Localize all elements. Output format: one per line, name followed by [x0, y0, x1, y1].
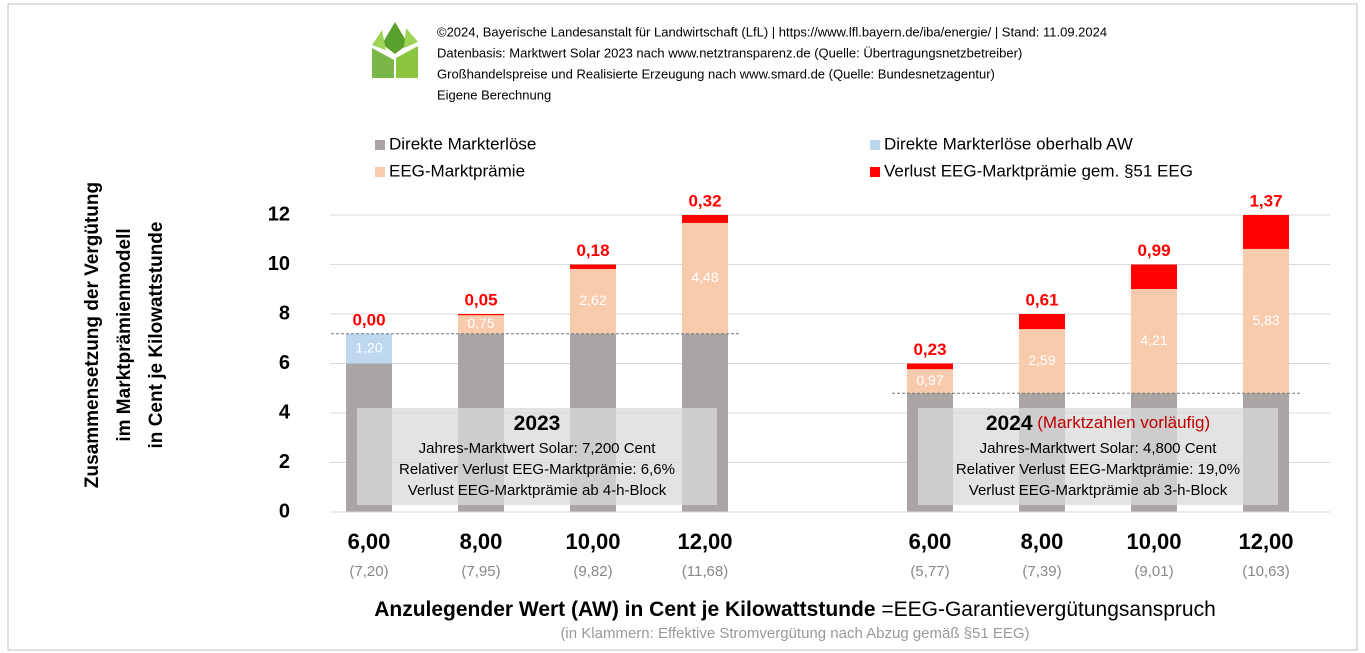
legend-label: Direkte Markterlöse: [389, 134, 536, 153]
header-line: Datenbasis: Marktwert Solar 2023 nach ww…: [437, 45, 1022, 60]
bar-segment: [682, 222, 728, 334]
bar-segment: [1019, 329, 1065, 394]
header-line: Eigene Berechnung: [437, 87, 551, 102]
group-year: 2024: [986, 412, 1033, 435]
group-info: Relativer Verlust EEG-Marktprämie: 19,0%: [956, 461, 1240, 478]
group-note: (Marktzahlen vorläufig): [1033, 413, 1211, 432]
group-info: Relativer Verlust EEG-Marktprämie: 6,6%: [399, 461, 675, 478]
bar-segment: [1243, 215, 1289, 249]
group-title: 2023: [514, 412, 561, 435]
y-tick-label: 8: [279, 302, 290, 324]
header-line: Großhandelspreise und Realisierte Erzeug…: [437, 66, 995, 81]
value-label: 0,61: [1025, 290, 1058, 309]
x-axis-title: Anzulegender Wert (AW) in Cent je Kilowa…: [374, 598, 875, 621]
legend-swatch: [870, 167, 880, 177]
bar-segment: [1019, 314, 1065, 330]
x-sublabel: (9,82): [573, 563, 612, 580]
x-tick-label: 10,00: [565, 529, 620, 554]
legend-label: Verlust EEG-Marktprämie gem. §51 EEG: [884, 161, 1193, 180]
value-label: 2,62: [579, 292, 606, 308]
x-sublabel: (10,63): [1242, 563, 1290, 580]
bar-segment: [1243, 248, 1289, 394]
value-label: 1,37: [1249, 191, 1282, 210]
y-axis-label: Zusammensetzung der Vergütung: [82, 182, 103, 488]
value-label: 0,32: [688, 191, 721, 210]
legend-swatch: [375, 140, 385, 150]
logo: [372, 22, 418, 78]
legend-swatch: [375, 167, 385, 177]
bar-segment: [458, 314, 504, 316]
bar-segment: [907, 363, 953, 370]
x-axis-suffix: =EEG-Garantievergütungsanspruch: [876, 598, 1216, 621]
y-tick-label: 10: [268, 253, 290, 275]
x-sublabel: (7,95): [461, 563, 500, 580]
value-label: 0,97: [916, 372, 943, 388]
annotation-box: [357, 408, 717, 505]
legend-label: Direkte Markterlöse oberhalb AW: [884, 134, 1133, 153]
x-sublabel: (11,68): [682, 563, 728, 580]
y-tick-label: 0: [279, 500, 290, 522]
x-tick-label: 8,00: [460, 529, 503, 554]
value-label: 0,75: [467, 315, 494, 331]
value-label: 5,83: [1252, 312, 1279, 328]
annotation-box: [918, 408, 1278, 505]
value-label: 1,20: [355, 339, 382, 355]
x-sublabel: (5,77): [910, 563, 949, 580]
group-title: 2024 (Marktzahlen vorläufig): [986, 412, 1210, 435]
value-label: 0,23: [913, 340, 946, 359]
x-tick-label: 8,00: [1021, 529, 1064, 554]
value-label: 4,48: [691, 269, 718, 285]
legend-swatch: [870, 140, 880, 150]
x-tick-label: 12,00: [1238, 529, 1293, 554]
x-tick-label: 6,00: [348, 529, 391, 554]
header-line: ©2024, Bayerische Landesanstalt für Land…: [437, 24, 1107, 39]
value-label: 0,18: [576, 241, 609, 260]
y-axis-label: im Marktprämienmodell: [114, 228, 135, 441]
value-label: 4,21: [1140, 332, 1167, 348]
x-axis-label: Anzulegender Wert (AW) in Cent je Kilowa…: [374, 598, 1216, 621]
bar-segment: [1131, 289, 1177, 394]
value-label: 2,59: [1028, 352, 1055, 368]
group-info: Verlust EEG-Marktprämie ab 4-h-Block: [408, 482, 667, 499]
bar-segment: [346, 333, 392, 364]
group-info: Jahres-Marktwert Solar: 7,200 Cent: [419, 440, 657, 457]
x-sublabel: (9,01): [1134, 563, 1173, 580]
y-axis-label: in Cent je Kilowattstunde: [146, 222, 167, 449]
group-info: Verlust EEG-Marktprämie ab 3-h-Block: [969, 482, 1228, 499]
bar-segment: [458, 315, 504, 334]
legend-label: EEG-Marktprämie: [389, 161, 525, 180]
x-tick-label: 10,00: [1126, 529, 1181, 554]
value-label: 0,99: [1137, 241, 1170, 260]
group-year: 2023: [514, 412, 561, 435]
y-tick-label: 2: [279, 451, 290, 473]
bar-segment: [570, 268, 616, 334]
x-tick-label: 12,00: [677, 529, 732, 554]
x-tick-label: 6,00: [909, 529, 952, 554]
y-tick-label: 12: [268, 203, 290, 225]
y-tick-label: 6: [279, 352, 290, 374]
bar-segment: [907, 369, 953, 394]
value-label: 0,00: [352, 310, 385, 329]
value-label: 0,05: [464, 290, 497, 309]
group-info: Jahres-Marktwert Solar: 4,800 Cent: [980, 440, 1218, 457]
bar-segment: [682, 215, 728, 223]
x-sublabel: (7,39): [1022, 563, 1061, 580]
bar-segment: [1131, 264, 1177, 290]
footnote: (in Klammern: Effektive Stromvergütung n…: [560, 625, 1029, 642]
y-tick-label: 4: [279, 401, 291, 423]
x-sublabel: (7,20): [349, 563, 388, 580]
bar-segment: [570, 264, 616, 269]
